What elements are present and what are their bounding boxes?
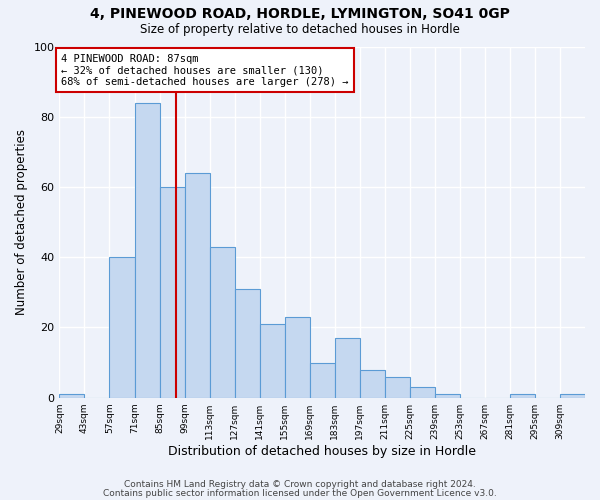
Text: Contains public sector information licensed under the Open Government Licence v3: Contains public sector information licen… (103, 488, 497, 498)
Text: Size of property relative to detached houses in Hordle: Size of property relative to detached ho… (140, 22, 460, 36)
X-axis label: Distribution of detached houses by size in Hordle: Distribution of detached houses by size … (168, 444, 476, 458)
Bar (360, 370, 385, 398)
Bar (160, 187, 185, 398)
Bar (185, 173, 209, 398)
Text: 4 PINEWOOD ROAD: 87sqm
← 32% of detached houses are smaller (130)
68% of semi-de: 4 PINEWOOD ROAD: 87sqm ← 32% of detached… (61, 54, 349, 86)
Text: Contains HM Land Registry data © Crown copyright and database right 2024.: Contains HM Land Registry data © Crown c… (124, 480, 476, 489)
Bar (284, 317, 310, 398)
Text: 4, PINEWOOD ROAD, HORDLE, LYMINGTON, SO41 0GP: 4, PINEWOOD ROAD, HORDLE, LYMINGTON, SO4… (90, 8, 510, 22)
Bar (560, 394, 585, 398)
Bar (109, 257, 134, 398)
Bar (134, 102, 160, 398)
Bar (209, 246, 235, 398)
Bar (385, 376, 410, 398)
Bar (260, 324, 284, 398)
Bar (59, 394, 85, 398)
Bar (335, 338, 360, 398)
Bar (410, 387, 435, 398)
Bar (310, 362, 335, 398)
Y-axis label: Number of detached properties: Number of detached properties (15, 129, 28, 315)
Bar (510, 394, 535, 398)
Bar (235, 289, 260, 398)
Bar (435, 394, 460, 398)
